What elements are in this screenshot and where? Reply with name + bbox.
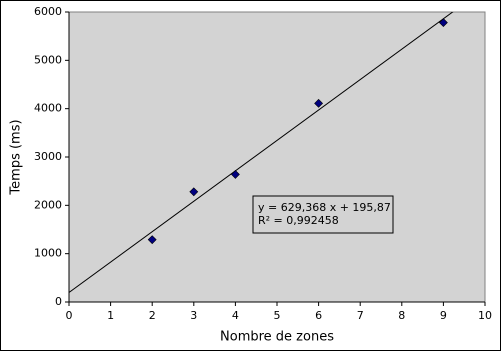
- y-axis-label: Temps (ms): [9, 119, 24, 195]
- y-tick-label: 3000: [34, 150, 62, 163]
- y-tick-label: 6000: [34, 5, 62, 18]
- x-tick-label: 0: [66, 309, 73, 322]
- y-tick-label: 2000: [34, 198, 62, 211]
- data-point: [314, 98, 324, 108]
- equation-box: [252, 195, 394, 234]
- y-tick-label: 1000: [34, 247, 62, 260]
- x-tick-label: 8: [398, 309, 405, 322]
- y-tick-label: 0: [55, 295, 62, 308]
- trendline-r2: R² = 0,992458: [258, 214, 339, 227]
- x-tick-label: 7: [357, 309, 364, 322]
- plot-area: [68, 11, 486, 303]
- data-point: [438, 18, 448, 28]
- x-tick-label: 4: [232, 309, 239, 322]
- y-tick-label: 4000: [34, 102, 62, 115]
- y-tick-label: 5000: [34, 53, 62, 66]
- x-tick-label: 5: [274, 309, 281, 322]
- data-point: [189, 187, 199, 197]
- x-tick-label: 9: [440, 309, 447, 322]
- data-point: [230, 169, 240, 179]
- x-tick-label: 3: [190, 309, 197, 322]
- trendline: [69, 12, 454, 293]
- x-tick-label: 10: [478, 309, 492, 322]
- x-tick-label: 1: [107, 309, 114, 322]
- trendline-equation: y = 629,368 x + 195,87: [258, 201, 391, 214]
- x-tick-label: 6: [315, 309, 322, 322]
- data-point: [147, 235, 157, 245]
- x-axis-label: Nombre de zones: [220, 330, 334, 345]
- x-tick-label: 2: [149, 309, 156, 322]
